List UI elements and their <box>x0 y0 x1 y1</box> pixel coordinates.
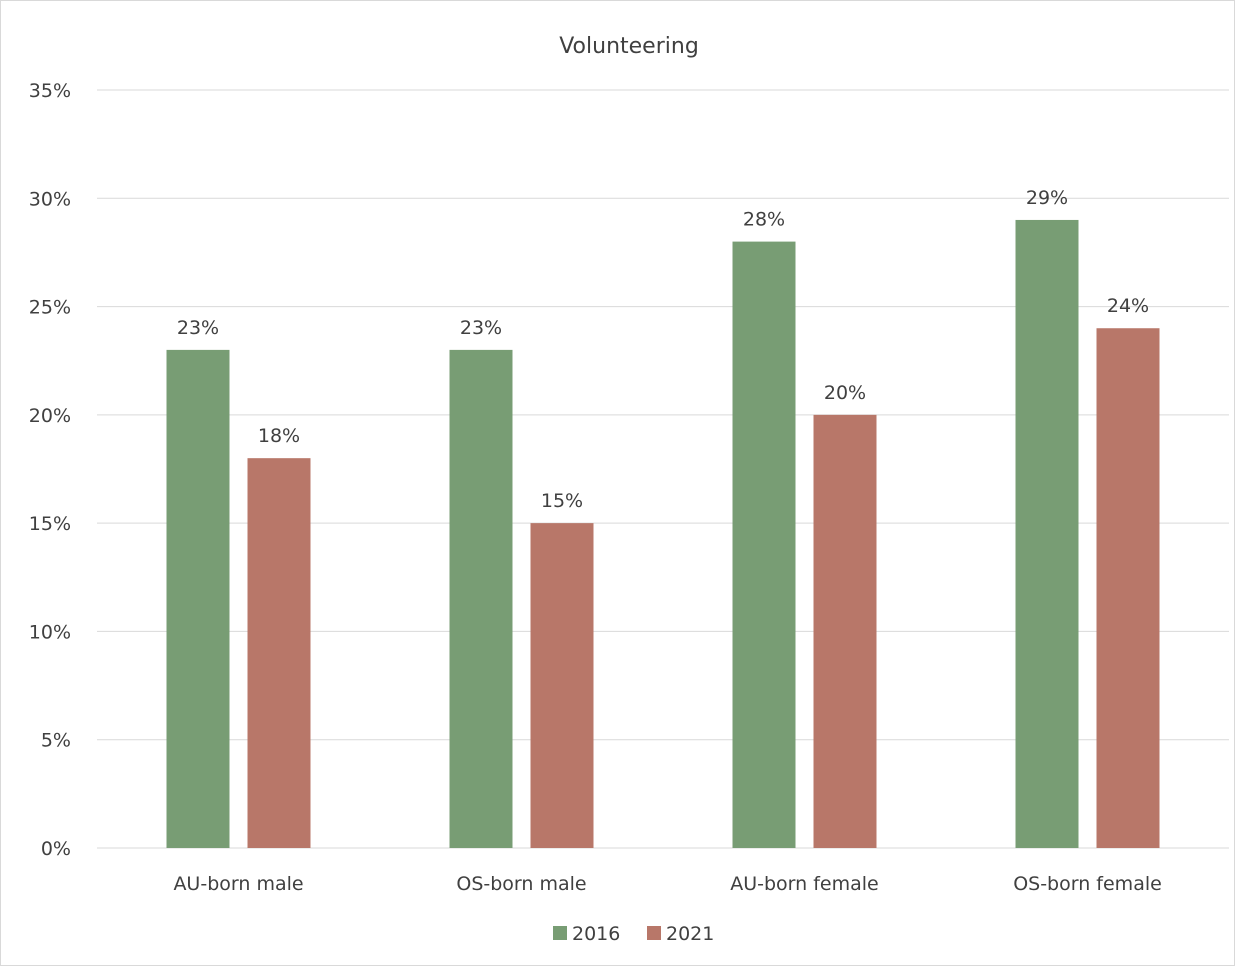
data-label: 28% <box>743 209 785 231</box>
x-tick-label: OS-born female <box>1013 873 1162 895</box>
data-label: 29% <box>1026 187 1068 209</box>
x-axis-ticks: AU-born male OS-born male AU-born female OS… <box>173 873 1161 895</box>
y-tick-label: 0% <box>41 838 71 860</box>
y-tick-label: 5% <box>41 730 71 752</box>
data-label: 23% <box>177 317 219 339</box>
bar-2016-0 <box>167 350 230 848</box>
data-labels: 23% 18% 23% 15% 28% 20% 29% 24% <box>177 187 1149 512</box>
bar-2016-3 <box>1016 220 1079 848</box>
data-label: 23% <box>460 317 502 339</box>
y-tick-label: 20% <box>29 405 71 427</box>
y-tick-label: 35% <box>29 80 71 102</box>
chart-title: Volunteering <box>559 34 699 59</box>
data-label: 18% <box>258 425 300 447</box>
legend: 2016 2021 <box>553 923 714 945</box>
x-tick-label: AU-born female <box>730 873 879 895</box>
y-axis-ticks: 0% 5% 10% 15% 20% 25% 30% 35% <box>29 80 71 860</box>
y-tick-label: 30% <box>29 188 71 210</box>
bar-2016-2 <box>733 242 796 848</box>
legend-swatch-2021 <box>647 926 661 940</box>
data-label: 15% <box>541 490 583 512</box>
x-tick-label: OS-born male <box>456 873 586 895</box>
y-tick-label: 25% <box>29 297 71 319</box>
legend-label-2016: 2016 <box>572 923 620 945</box>
x-tick-label: AU-born male <box>173 873 303 895</box>
bars <box>167 220 1160 848</box>
legend-swatch-2016 <box>553 926 567 940</box>
data-label: 24% <box>1107 295 1149 317</box>
bar-2016-1 <box>450 350 513 848</box>
bar-2021-3 <box>1097 328 1160 848</box>
y-tick-label: 10% <box>29 621 71 643</box>
data-label: 20% <box>824 382 866 404</box>
bar-2021-0 <box>248 458 311 848</box>
bar-2021-2 <box>814 415 877 848</box>
bar-2021-1 <box>531 523 594 848</box>
y-tick-label: 15% <box>29 513 71 535</box>
legend-label-2021: 2021 <box>666 923 714 945</box>
